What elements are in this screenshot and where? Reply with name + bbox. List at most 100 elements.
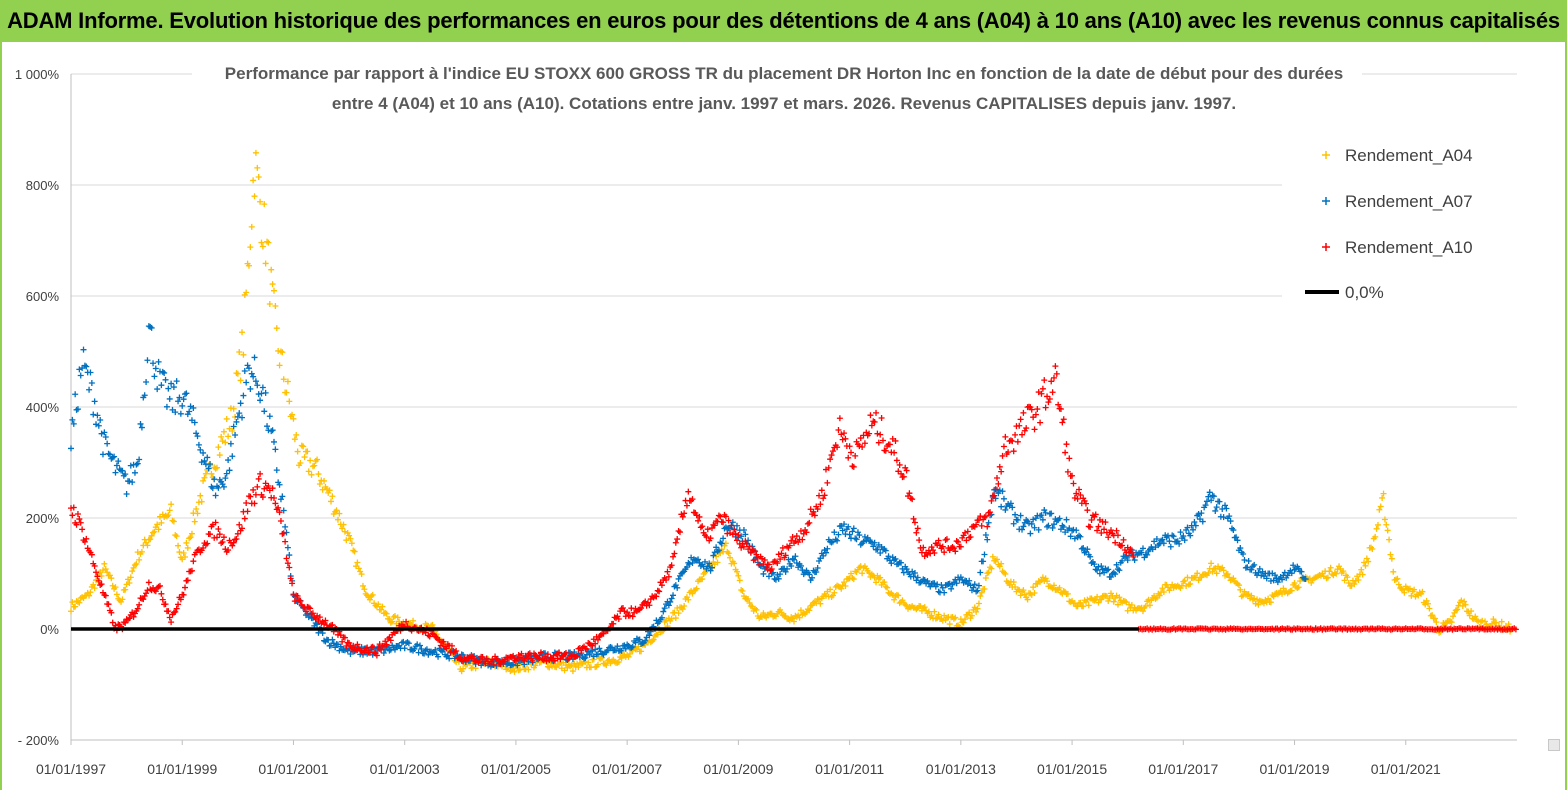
data-point: [251, 354, 258, 361]
data-point: [469, 653, 476, 660]
x-tick-label: 01/01/2015: [1037, 761, 1107, 777]
data-point: [165, 385, 172, 392]
data-point: [1017, 416, 1024, 423]
data-point: [138, 424, 145, 431]
data-point: [332, 644, 339, 651]
data-point: [250, 177, 257, 184]
data-point: [1176, 583, 1183, 590]
data-point: [525, 666, 532, 673]
data-point: [462, 657, 469, 664]
data-point: [1209, 568, 1216, 575]
data-point: [435, 653, 442, 660]
data-point: [1002, 506, 1009, 513]
data-point: [366, 596, 373, 603]
data-point: [159, 368, 166, 375]
data-point: [243, 289, 250, 296]
data-point: [205, 465, 212, 472]
data-point: [1067, 533, 1074, 540]
data-point: [553, 664, 560, 671]
data-point: [1088, 560, 1095, 567]
data-point: [626, 612, 633, 619]
data-point: [866, 430, 873, 437]
data-point: [182, 554, 189, 561]
data-point: [935, 588, 942, 595]
data-point: [1285, 589, 1292, 596]
data-point: [1230, 527, 1237, 534]
data-point: [991, 492, 998, 499]
data-point: [618, 647, 625, 654]
data-point: [999, 452, 1006, 459]
data-point: [319, 630, 326, 637]
data-point: [1014, 517, 1021, 524]
data-point: [870, 418, 877, 425]
data-point: [1210, 493, 1217, 500]
data-point: [1351, 581, 1358, 588]
data-point: [159, 596, 166, 603]
data-point: [720, 535, 727, 542]
data-point: [1190, 526, 1197, 533]
data-point: [308, 471, 315, 478]
data-point: [861, 533, 868, 540]
data-point: [1059, 522, 1066, 529]
data-point: [697, 524, 704, 531]
data-point: [1020, 409, 1027, 416]
data-point: [180, 396, 187, 403]
data-point: [856, 532, 863, 539]
data-point: [1112, 571, 1119, 578]
data-point: [891, 596, 898, 603]
data-point: [86, 386, 93, 393]
data-point: [695, 517, 702, 524]
data-point: [693, 585, 700, 592]
data-point: [229, 427, 236, 434]
data-point: [971, 604, 978, 611]
data-point: [910, 573, 917, 580]
data-point: [702, 558, 709, 565]
data-point: [198, 459, 205, 466]
data-point: [733, 537, 740, 544]
data-point: [297, 598, 304, 605]
data-point: [1009, 504, 1016, 511]
data-point: [745, 537, 752, 544]
data-point: [797, 607, 804, 614]
data-point: [73, 521, 80, 528]
data-point: [293, 431, 300, 438]
data-point: [738, 586, 745, 593]
data-point: [208, 483, 215, 490]
data-point: [77, 519, 84, 526]
data-point: [911, 569, 918, 576]
data-point: [1208, 560, 1215, 567]
data-point: [768, 566, 775, 573]
data-point: [544, 651, 551, 658]
data-point: [212, 519, 219, 526]
data-point: [286, 398, 293, 405]
data-point: [380, 650, 387, 656]
data-point: [752, 548, 759, 555]
data-point: [1498, 618, 1505, 625]
data-point: [94, 573, 101, 580]
data-point: [273, 325, 280, 332]
data-point: [191, 518, 198, 525]
data-point: [109, 454, 116, 461]
data-point: [1096, 570, 1103, 577]
data-point: [1031, 524, 1038, 531]
data-point: [1216, 498, 1223, 505]
data-point: [453, 647, 460, 654]
data-point: [935, 537, 942, 544]
data-point: [1224, 570, 1231, 577]
data-point: [70, 504, 77, 511]
data-point: [204, 466, 211, 473]
data-point: [793, 533, 800, 540]
data-point: [183, 539, 190, 546]
data-point: [173, 605, 180, 612]
data-point: [848, 449, 855, 456]
data-point: [112, 584, 119, 591]
data-point: [993, 556, 1000, 563]
data-point: [215, 526, 222, 533]
data-point: [425, 651, 432, 658]
data-point: [1017, 592, 1024, 599]
data-point: [265, 239, 272, 246]
data-point: [180, 591, 187, 598]
data-point: [1237, 586, 1244, 593]
data-point: [460, 665, 467, 672]
data-point: [707, 535, 714, 542]
